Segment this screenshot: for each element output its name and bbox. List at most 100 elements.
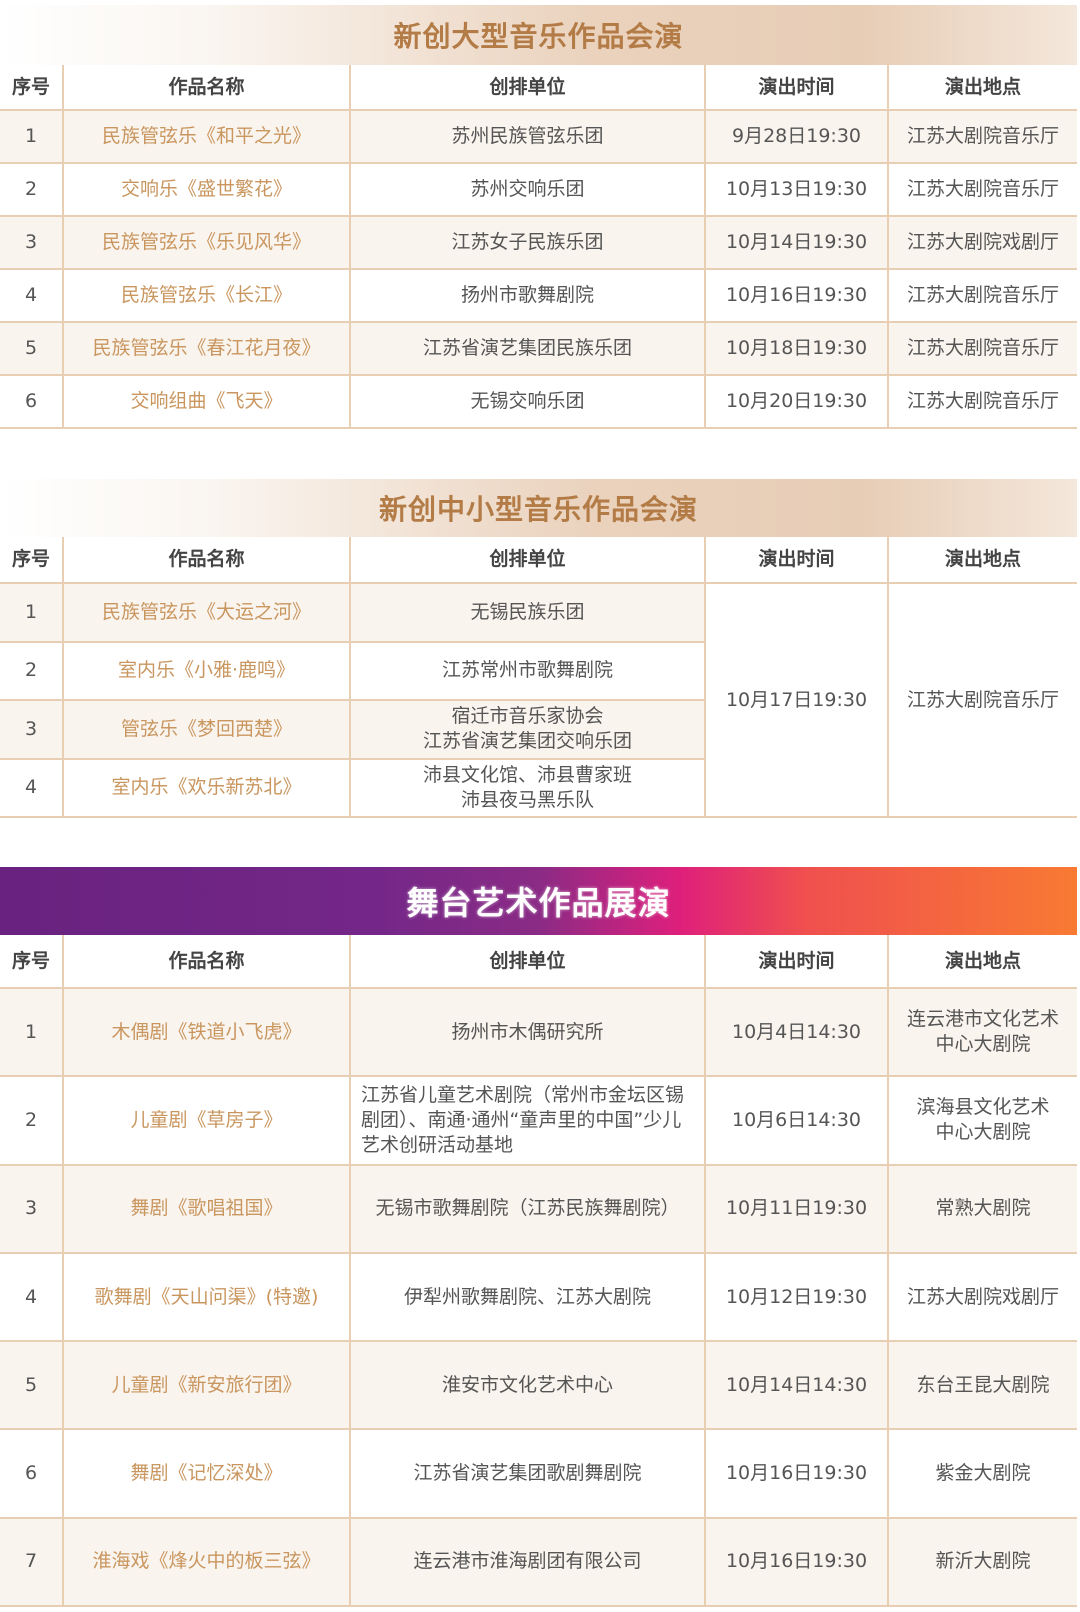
- cell-no: 1: [0, 583, 63, 643]
- cell-name: 交响乐《盛世繁花》: [62, 163, 350, 217]
- cell-name: 管弦乐《梦回西楚》: [62, 700, 350, 760]
- cell-name: 民族管弦乐《春江花月夜》: [62, 322, 350, 376]
- cell-no: 5: [0, 1341, 63, 1431]
- cell-time: 10月16日19:30: [704, 269, 888, 323]
- section2-title: 新创中小型音乐作品会演: [0, 479, 1077, 537]
- column-header-time: 演出时间: [704, 935, 888, 989]
- section3-table: 序号 作品名称 创排单位 演出时间 演出地点 1 木偶剧《铁道小飞虎》 扬州市木偶研究所 10月…: [0, 935, 1077, 1608]
- cell-venue: 江苏大剧院音乐厅: [887, 163, 1077, 217]
- cell-name: 室内乐《小雅·鹿鸣》: [62, 641, 350, 701]
- table-row: 7 淮海戏《烽火中的板三弦》 连云港市淮海剧团有限公司 10月16日19:30 新沂大剧…: [0, 1517, 1077, 1608]
- table-row: 2 交响乐《盛世繁花》 苏州交响乐团 10月13日19:30 江苏大剧院音乐厅: [0, 163, 1077, 217]
- column-header-unit: 创排单位: [349, 537, 705, 584]
- cell-unit: 苏州民族管弦乐团: [349, 110, 705, 164]
- table-row: 1 民族管弦乐《和平之光》 苏州民族管弦乐团 9月28日19:30 江苏大剧院音乐厅: [0, 110, 1077, 164]
- cell-name: 淮海戏《烽火中的板三弦》: [62, 1517, 350, 1608]
- cell-name: 木偶剧《铁道小飞虎》: [62, 988, 350, 1078]
- section1-title: 新创大型音乐作品会演: [0, 5, 1077, 65]
- cell-name: 交响组曲《飞天》: [62, 375, 350, 429]
- cell-time: 10月18日19:30: [704, 322, 888, 376]
- cell-venue: 滨海县文化艺术 中心大剧院: [887, 1076, 1077, 1166]
- cell-time: 10月16日19:30: [704, 1517, 888, 1608]
- column-header-no: 序号: [0, 65, 63, 111]
- cell-name: 民族管弦乐《乐见风华》: [62, 216, 350, 270]
- cell-unit: 无锡民族乐团: [349, 583, 705, 643]
- cell-name: 民族管弦乐《长江》: [62, 269, 350, 323]
- cell-unit: 江苏省儿童艺术剧院（常州市金坛区锡剧团）、南通·通州“童声里的中国”少儿艺术创研…: [349, 1076, 705, 1166]
- cell-unit: 扬州市歌舞剧院: [349, 269, 705, 323]
- cell-venue: 东台王昆大剧院: [887, 1341, 1077, 1431]
- cell-unit: 江苏省演艺集团歌剧舞剧院: [349, 1429, 705, 1519]
- cell-time: 10月20日19:30: [704, 375, 888, 429]
- cell-no: 4: [0, 269, 63, 323]
- table-row: 3 民族管弦乐《乐见风华》 江苏女子民族乐团 10月14日19:30 江苏大剧院戏剧厅: [0, 216, 1077, 270]
- section1-table: 序号 作品名称 创排单位 演出时间 演出地点 1 民族管弦乐《和平之光》 苏州民族管弦乐团 9月…: [0, 65, 1077, 429]
- column-header-no: 序号: [0, 935, 63, 989]
- table-row: 5 民族管弦乐《春江花月夜》 江苏省演艺集团民族乐团 10月18日19:30 江苏大剧院…: [0, 322, 1077, 376]
- cell-unit: 江苏女子民族乐团: [349, 216, 705, 270]
- table-row: 6 交响组曲《飞天》 无锡交响乐团 10月20日19:30 江苏大剧院音乐厅: [0, 375, 1077, 429]
- cell-time: 10月14日14:30: [704, 1341, 888, 1431]
- column-header-time: 演出时间: [704, 65, 888, 111]
- cell-unit: 无锡市歌舞剧院（江苏民族舞剧院）: [349, 1164, 705, 1254]
- table-row: 3 舞剧《歌唱祖国》 无锡市歌舞剧院（江苏民族舞剧院） 10月11日19:30 常熟大剧…: [0, 1164, 1077, 1254]
- cell-name: 舞剧《记忆深处》: [62, 1429, 350, 1519]
- table-row: 6 舞剧《记忆深处》 江苏省演艺集团歌剧舞剧院 10月16日19:30 紫金大剧院: [0, 1429, 1077, 1519]
- cell-venue: 江苏大剧院音乐厅: [887, 110, 1077, 164]
- column-header-venue: 演出地点: [887, 935, 1077, 989]
- cell-name: 舞剧《歌唱祖国》: [62, 1164, 350, 1254]
- cell-unit: 连云港市淮海剧团有限公司: [349, 1517, 705, 1608]
- cell-name: 民族管弦乐《大运之河》: [62, 583, 350, 643]
- cell-unit: 苏州交响乐团: [349, 163, 705, 217]
- cell-no: 4: [0, 1252, 63, 1343]
- cell-name: 歌舞剧《天山问渠》(特邀): [62, 1252, 350, 1343]
- cell-venue: 江苏大剧院音乐厅: [887, 322, 1077, 376]
- cell-no: 4: [0, 758, 63, 818]
- column-header-name: 作品名称: [62, 537, 350, 584]
- cell-time: 10月14日19:30: [704, 216, 888, 270]
- cell-time: 10月12日19:30: [704, 1252, 888, 1343]
- section3-title: 舞台艺术作品展演: [0, 867, 1077, 935]
- cell-no: 3: [0, 700, 63, 760]
- cell-no: 3: [0, 216, 63, 270]
- cell-name: 儿童剧《草房子》: [62, 1076, 350, 1166]
- cell-unit: 江苏常州市歌舞剧院: [349, 641, 705, 701]
- cell-unit: 伊犁州歌舞剧院、江苏大剧院: [349, 1252, 705, 1343]
- cell-no: 2: [0, 1076, 63, 1166]
- cell-time: 10月13日19:30: [704, 163, 888, 217]
- cell-venue: 紫金大剧院: [887, 1429, 1077, 1519]
- cell-venue: 江苏大剧院戏剧厅: [887, 216, 1077, 270]
- cell-no: 5: [0, 322, 63, 376]
- cell-time: 10月11日19:30: [704, 1164, 888, 1254]
- cell-time: 10月4日14:30: [704, 988, 888, 1078]
- cell-name: 民族管弦乐《和平之光》: [62, 110, 350, 164]
- cell-venue: 江苏大剧院音乐厅: [887, 583, 1077, 818]
- cell-venue: 新沂大剧院: [887, 1517, 1077, 1608]
- column-header-unit: 创排单位: [349, 65, 705, 111]
- cell-name: 儿童剧《新安旅行团》: [62, 1341, 350, 1431]
- table-row: 2 儿童剧《草房子》 江苏省儿童艺术剧院（常州市金坛区锡剧团）、南通·通州“童声里的…: [0, 1076, 1077, 1166]
- table-row: 4 歌舞剧《天山问渠》(特邀) 伊犁州歌舞剧院、江苏大剧院 10月12日19:30 江苏…: [0, 1252, 1077, 1343]
- cell-no: 1: [0, 988, 63, 1078]
- cell-venue: 连云港市文化艺术 中心大剧院: [887, 988, 1077, 1078]
- table-row: 5 儿童剧《新安旅行团》 淮安市文化艺术中心 10月14日14:30 东台王昆大剧院: [0, 1341, 1077, 1431]
- table-row: 1 木偶剧《铁道小飞虎》 扬州市木偶研究所 10月4日14:30 连云港市文化艺术 中心…: [0, 988, 1077, 1078]
- column-header-no: 序号: [0, 537, 63, 584]
- cell-venue: 江苏大剧院音乐厅: [887, 375, 1077, 429]
- cell-unit: 无锡交响乐团: [349, 375, 705, 429]
- table-row: 2 室内乐《小雅·鹿鸣》 江苏常州市歌舞剧院: [0, 641, 1077, 701]
- cell-unit: 宿迁市音乐家协会 江苏省演艺集团交响乐团: [349, 700, 705, 760]
- cell-venue: 江苏大剧院音乐厅: [887, 269, 1077, 323]
- cell-no: 7: [0, 1517, 63, 1608]
- cell-no: 3: [0, 1164, 63, 1254]
- column-header-unit: 创排单位: [349, 935, 705, 989]
- table-row: 4 室内乐《欢乐新苏北》 沛县文化馆、沛县曹家班 沛县夜马黑乐队: [0, 758, 1077, 818]
- column-header-name: 作品名称: [62, 935, 350, 989]
- column-header-venue: 演出地点: [887, 537, 1077, 584]
- column-header-name: 作品名称: [62, 65, 350, 111]
- cell-unit: 淮安市文化艺术中心: [349, 1341, 705, 1431]
- cell-name: 室内乐《欢乐新苏北》: [62, 758, 350, 818]
- cell-time: 9月28日19:30: [704, 110, 888, 164]
- cell-time: 10月16日19:30: [704, 1429, 888, 1519]
- table-row: 3 管弦乐《梦回西楚》 宿迁市音乐家协会 江苏省演艺集团交响乐团: [0, 700, 1077, 760]
